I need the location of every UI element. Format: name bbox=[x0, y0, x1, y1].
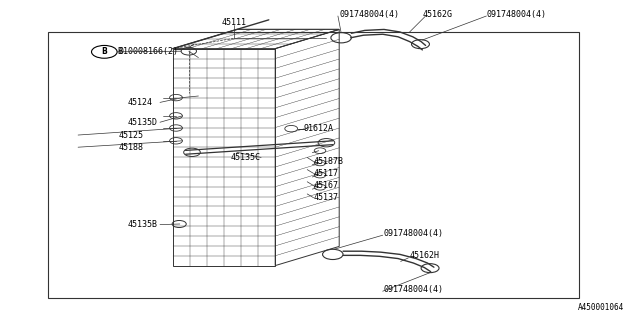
Text: 91612A: 91612A bbox=[304, 124, 334, 132]
Text: A450001064: A450001064 bbox=[578, 303, 624, 312]
Text: 45135B: 45135B bbox=[128, 220, 158, 229]
Text: B: B bbox=[118, 47, 123, 56]
Text: 091748004(4): 091748004(4) bbox=[339, 10, 399, 19]
Bar bbox=[48, 32, 579, 298]
Text: 45117: 45117 bbox=[314, 169, 339, 178]
Text: 45167: 45167 bbox=[314, 181, 339, 190]
Text: 091748004(4): 091748004(4) bbox=[384, 285, 444, 294]
Text: B: B bbox=[102, 47, 107, 56]
Text: 45135C: 45135C bbox=[230, 153, 260, 162]
Text: 091748004(4): 091748004(4) bbox=[384, 229, 444, 238]
Text: 45162G: 45162G bbox=[422, 10, 452, 19]
Text: 45125: 45125 bbox=[118, 131, 143, 140]
Text: 010008166(2): 010008166(2) bbox=[118, 47, 179, 56]
Text: 45187B: 45187B bbox=[314, 157, 344, 166]
Text: 45162H: 45162H bbox=[410, 252, 440, 260]
Text: 45124: 45124 bbox=[128, 98, 153, 107]
Text: 45111: 45111 bbox=[221, 18, 246, 27]
Text: 45135D: 45135D bbox=[128, 118, 158, 127]
Text: 45188: 45188 bbox=[118, 143, 143, 152]
Text: 091748004(4): 091748004(4) bbox=[486, 10, 547, 19]
Text: 45137: 45137 bbox=[314, 193, 339, 202]
